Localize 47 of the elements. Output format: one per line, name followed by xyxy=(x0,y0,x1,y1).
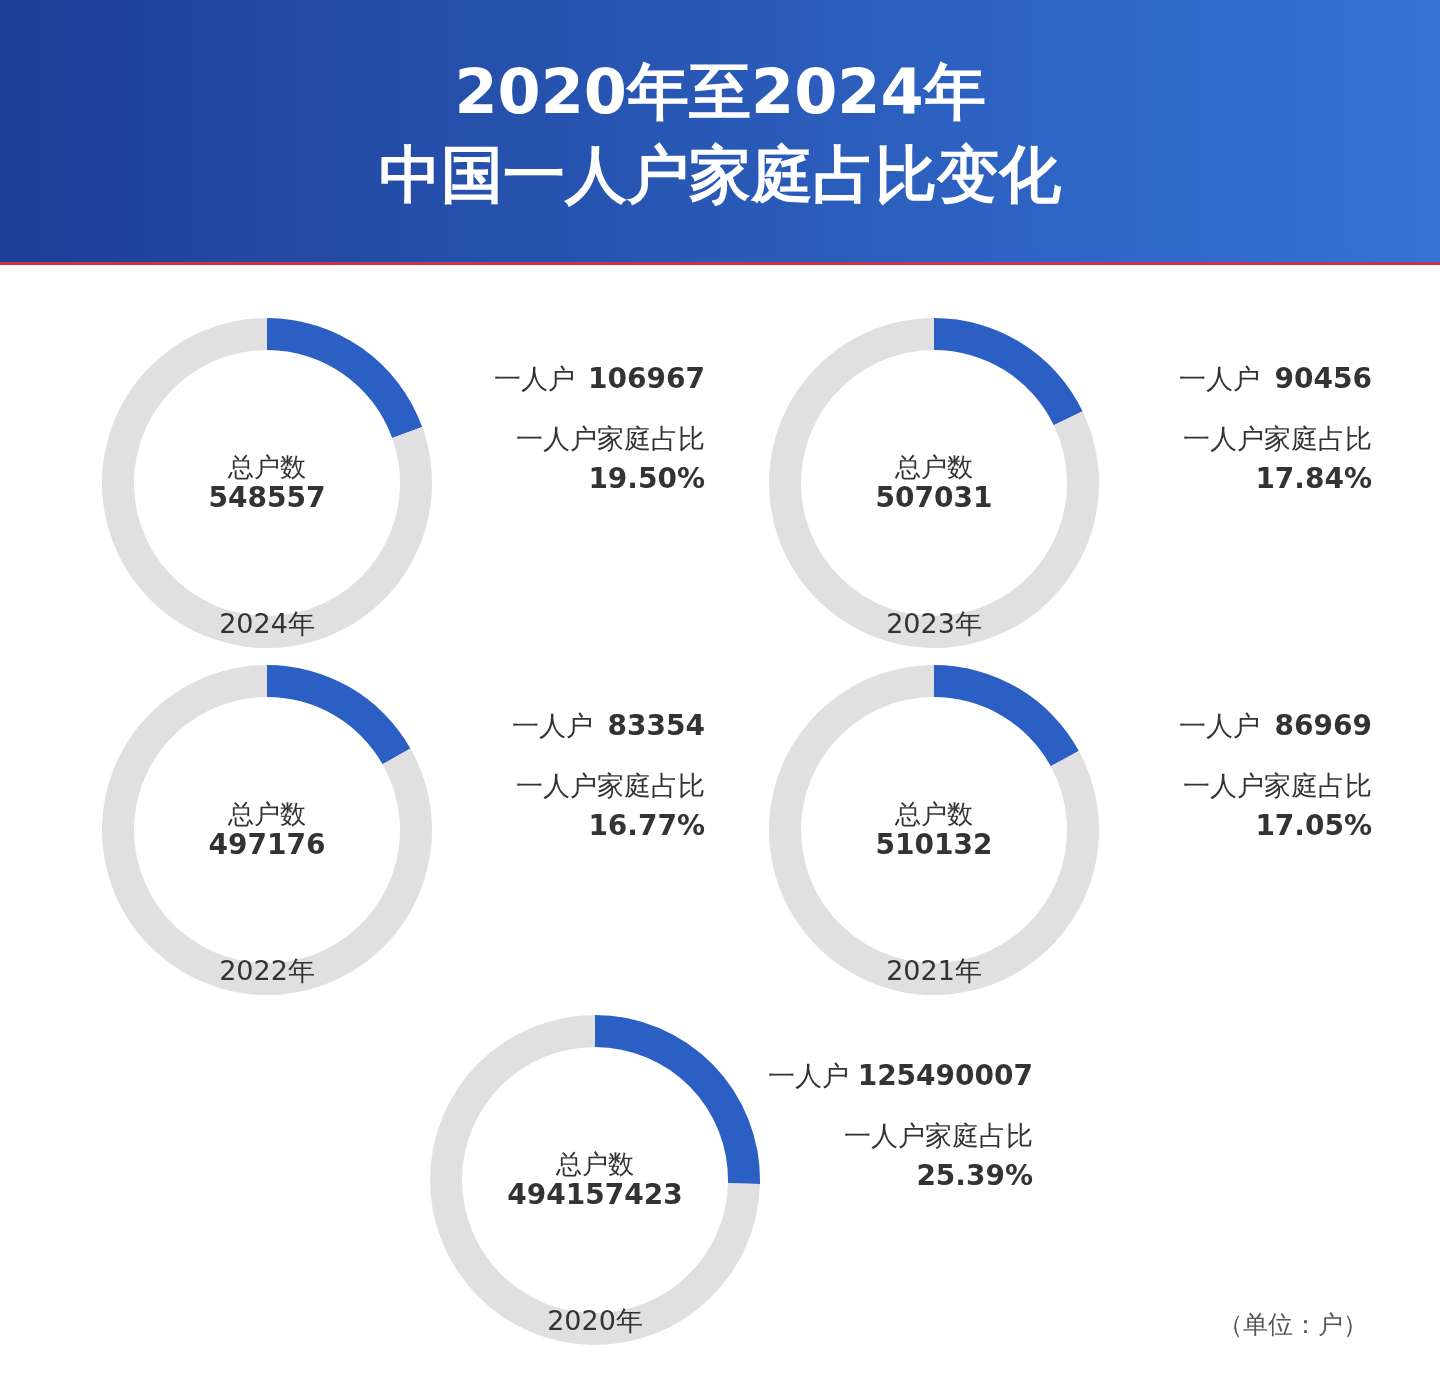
text: 507031 xyxy=(875,481,993,514)
text: 2020年 xyxy=(547,1305,643,1336)
text: 一人户家庭占比 xyxy=(516,770,705,801)
text: 一人户家庭占比 xyxy=(1183,423,1372,454)
donut-slice xyxy=(430,1015,760,1345)
donut-slice xyxy=(267,665,411,765)
text: 25.39% xyxy=(916,1159,1033,1192)
text: 83354 xyxy=(607,709,705,742)
text: 总户数 xyxy=(227,799,306,829)
text: 510132 xyxy=(875,828,993,861)
text: 494157423 xyxy=(507,1178,683,1211)
text: 2021年 xyxy=(886,955,982,986)
text: 一人户家庭占比 xyxy=(516,423,705,454)
text: 2020年至2024年 xyxy=(453,54,987,130)
text: 一人户家庭占比 xyxy=(1183,770,1372,801)
slice-label: 一人户 xyxy=(1179,710,1260,741)
donut-slice xyxy=(102,665,432,995)
text: 17.05% xyxy=(1255,809,1372,842)
text: 总户数 xyxy=(555,1149,634,1179)
text: 中国一人户家庭占比变化 xyxy=(378,137,1062,213)
slice-label: 一人户 xyxy=(494,363,575,394)
text: （单位：户） xyxy=(1218,1310,1368,1339)
text: 19.50% xyxy=(588,462,705,495)
text: 548557 xyxy=(208,481,326,514)
slice-label: 一人户 xyxy=(768,1060,849,1091)
donut-slice xyxy=(934,318,1083,426)
donut-slice xyxy=(769,318,1099,648)
text: 总户数 xyxy=(894,452,973,482)
donut-slice xyxy=(934,665,1079,767)
text: 86969 xyxy=(1274,709,1372,742)
text: 2023年 xyxy=(886,608,982,639)
text: 16.77% xyxy=(588,809,705,842)
text: 2024年 xyxy=(219,608,315,639)
text: 90456 xyxy=(1274,362,1372,395)
text: 总户数 xyxy=(227,452,306,482)
text: 总户数 xyxy=(894,799,973,829)
text: 497176 xyxy=(208,828,326,861)
donut-slice xyxy=(102,318,432,648)
text: 2022年 xyxy=(219,955,315,986)
text: 125490007 xyxy=(857,1059,1033,1092)
text: 17.84% xyxy=(1255,462,1372,495)
text: 一人户家庭占比 xyxy=(844,1120,1033,1151)
text: 106967 xyxy=(588,362,705,395)
donut-slice xyxy=(267,318,423,438)
donut-slice xyxy=(769,665,1099,995)
slice-label: 一人户 xyxy=(1179,363,1260,394)
slice-label: 一人户 xyxy=(512,710,593,741)
